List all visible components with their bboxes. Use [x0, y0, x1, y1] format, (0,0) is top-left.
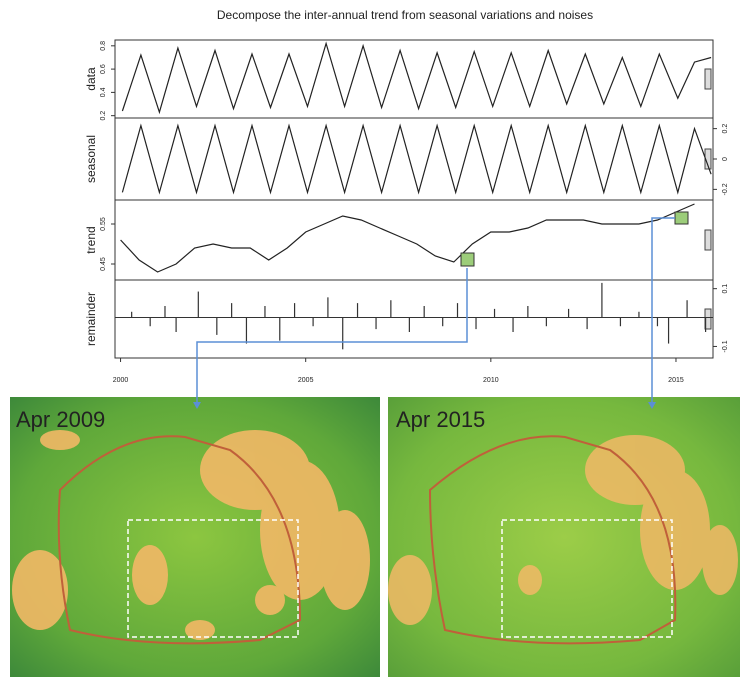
- bar: [493, 308, 496, 318]
- y-tick-label: 0.1: [722, 284, 729, 294]
- x-tick-label: 2005: [298, 377, 314, 384]
- y-axis-label: data: [84, 67, 98, 91]
- bar: [545, 317, 547, 327]
- bar: [245, 317, 248, 344]
- bar: [704, 317, 707, 332]
- y-tick-label: 0.2: [100, 111, 107, 121]
- connector: [193, 217, 675, 409]
- y-tick-label: -0.2: [722, 183, 729, 195]
- bar: [356, 303, 359, 318]
- bar: [656, 317, 659, 327]
- bar: [279, 317, 281, 341]
- y-tick-label: -0.1: [722, 340, 729, 352]
- bar: [175, 317, 177, 332]
- y-axis-label: remainder: [84, 292, 98, 346]
- bar: [216, 317, 218, 335]
- plot-frame: [114, 39, 714, 359]
- bar: [567, 308, 570, 318]
- bar: [197, 291, 199, 318]
- series-line: [121, 41, 712, 115]
- range-bar: [704, 68, 712, 90]
- bar: [390, 300, 392, 318]
- bar: [442, 317, 444, 327]
- bar: [601, 282, 603, 318]
- bar: [342, 317, 344, 350]
- y-axis-label: trend: [84, 226, 98, 253]
- bar: [456, 303, 459, 318]
- bar: [375, 317, 377, 330]
- y-tick-label: 0.6: [100, 64, 107, 74]
- bar: [408, 317, 410, 332]
- bar: [475, 317, 477, 330]
- x-tick-label: 2015: [668, 377, 684, 384]
- range-bar: [704, 229, 712, 251]
- y-tick-label: 0.8: [100, 41, 107, 51]
- y-tick-label: 0.4: [100, 87, 107, 97]
- bar: [586, 317, 588, 330]
- bar: [231, 303, 233, 318]
- x-tick-label: 2010: [483, 377, 499, 384]
- bar: [423, 306, 425, 318]
- highlight-box: [460, 252, 475, 267]
- x-tick-label: 2000: [113, 377, 129, 384]
- bar: [293, 303, 296, 318]
- y-axis-label: seasonal: [84, 135, 98, 183]
- satellite-image: Apr 2009: [10, 397, 380, 677]
- bar: [312, 317, 314, 327]
- bar: [327, 297, 329, 318]
- series-line: [120, 203, 695, 273]
- highlight-box: [674, 211, 689, 225]
- bar: [638, 311, 640, 318]
- y-tick-label: 0.2: [722, 124, 729, 134]
- y-tick-label: 0.45: [100, 257, 107, 271]
- series-line: [121, 123, 712, 195]
- y-tick-label: 0: [722, 157, 729, 161]
- bar: [164, 306, 166, 318]
- bar: [264, 306, 266, 318]
- bar: [149, 317, 151, 327]
- bar: [667, 317, 670, 344]
- satellite-image: Apr 2015: [388, 397, 740, 677]
- chart-title: Decompose the inter-annual trend from se…: [217, 8, 593, 22]
- bar: [512, 317, 514, 332]
- y-tick-label: 0.55: [100, 217, 107, 231]
- bar: [527, 306, 529, 318]
- image-label: Apr 2009: [16, 407, 105, 432]
- bar: [131, 311, 133, 318]
- bar: [619, 317, 622, 327]
- bar: [686, 300, 688, 318]
- plots: data 0.2 0.4 0.6 0.8 seasonal -0.2 0 0.2 trend0.4…: [84, 39, 729, 384]
- image-label: Apr 2015: [396, 407, 485, 432]
